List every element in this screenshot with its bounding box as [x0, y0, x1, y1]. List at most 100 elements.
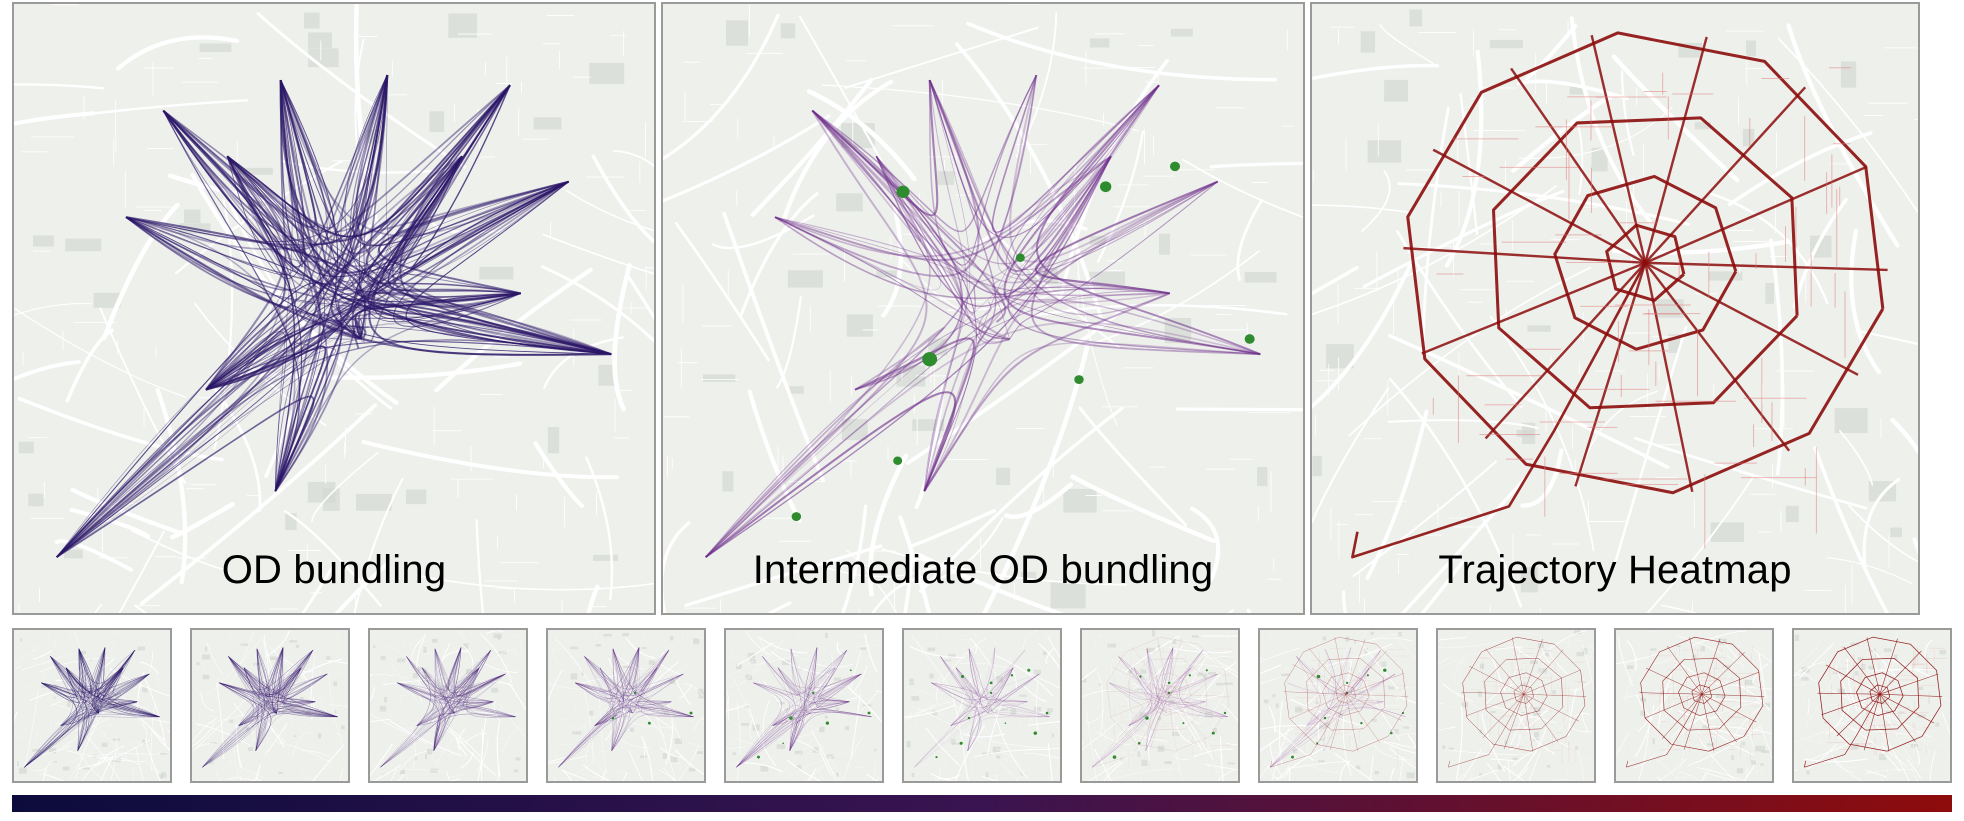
map-road: [459, 633, 472, 652]
od-flow-curve: [631, 701, 694, 718]
map-road: [584, 726, 607, 781]
map-blocks: [196, 640, 345, 774]
map-block: [674, 738, 682, 745]
map-road: [152, 730, 170, 751]
od-flow-curve: [205, 345, 327, 492]
map-road: [1456, 772, 1466, 781]
od-flow-curve: [762, 656, 836, 693]
map-block: [1890, 527, 1902, 538]
map-block: [1544, 649, 1550, 657]
od-flow-curve: [255, 647, 284, 751]
od-flow-curve: [1306, 650, 1381, 726]
map-block: [142, 739, 147, 744]
od-flow-curve: [56, 276, 367, 558]
map-block: [735, 664, 742, 670]
od-flow-curve: [641, 673, 694, 718]
radial-road-trace: [1345, 694, 1402, 721]
radial-road-trace: [1701, 693, 1757, 723]
map-block: [996, 676, 1004, 683]
od-flow-curve: [355, 74, 612, 356]
map-block: [1490, 710, 1496, 714]
ring-road-trace: [1462, 636, 1586, 752]
map-road: [1398, 733, 1416, 736]
map-block: [1380, 661, 1387, 667]
map-road: [1799, 668, 1816, 682]
od-flow-curve: [611, 673, 684, 751]
map-block: [1832, 671, 1841, 675]
od-flow-curve: [205, 331, 287, 492]
map-road: [339, 768, 344, 781]
map-road: [1510, 681, 1544, 745]
map-road: [1455, 705, 1463, 780]
map-road: [1070, 474, 1216, 543]
map-road: [574, 687, 636, 733]
map-road: [1466, 769, 1499, 781]
map-road: [1577, 749, 1584, 781]
map-block: [289, 640, 298, 643]
map-block: [1898, 711, 1905, 714]
od-flow-curve: [93, 647, 138, 706]
map-block: [1574, 630, 1581, 635]
map-road: [70, 487, 182, 535]
radial-road-trace: [1510, 67, 1647, 264]
map-road: [1582, 710, 1589, 732]
map-block: [641, 647, 647, 649]
od-flow-curve: [774, 216, 1022, 327]
map-block: [1675, 644, 1681, 647]
map-road: [1486, 762, 1501, 781]
map-road: [973, 674, 981, 730]
map-block: [688, 767, 696, 772]
map-road: [240, 766, 270, 781]
map-road: [1876, 706, 1932, 738]
map-road: [264, 723, 288, 756]
map-road: [436, 726, 468, 766]
intermediate-node: [633, 691, 637, 695]
map-road: [155, 387, 188, 585]
map-road: [1858, 692, 1870, 749]
ring-road-trace: [1491, 116, 1799, 410]
map-road: [1103, 759, 1127, 781]
od-flow-curve: [990, 673, 1040, 712]
panel-label-trajectory-heatmap: Trajectory Heatmap: [1438, 548, 1792, 592]
map-block: [752, 724, 760, 731]
map-block: [406, 489, 427, 505]
map-road: [1360, 170, 1391, 233]
map-road: [591, 154, 654, 244]
map-block: [1879, 753, 1887, 761]
map-block: [1389, 729, 1399, 734]
map-road: [1200, 687, 1226, 723]
map-block: [28, 493, 44, 507]
map-block: [1339, 713, 1344, 720]
map-road: [1512, 766, 1529, 781]
transition-thumbnail-map: [1260, 630, 1416, 781]
map-road: [1226, 743, 1238, 746]
map-road: [966, 21, 1277, 82]
map-road: [1438, 649, 1488, 670]
map-road: [411, 726, 416, 769]
map-road: [1011, 669, 1018, 690]
transition-thumbnail: [368, 628, 528, 783]
map-block: [497, 635, 501, 640]
radial-road-trace: [1523, 638, 1543, 695]
od-flow-curve: [811, 110, 1010, 340]
map-block: [826, 754, 835, 759]
map-block: [698, 691, 704, 699]
map-road: [1099, 762, 1121, 781]
map-block: [1128, 667, 1133, 674]
map-block: [1716, 694, 1725, 700]
map-block: [547, 427, 560, 454]
map-road: [1312, 387, 1390, 525]
od-flow-curve: [60, 708, 99, 726]
od-flow-curve: [125, 216, 367, 340]
radial-road-trace: [1167, 694, 1224, 720]
ring-road-trace: [1513, 684, 1534, 704]
map-block: [465, 668, 473, 675]
map-block: [1537, 643, 1544, 648]
map-block: [836, 772, 839, 777]
od-flow-curve: [125, 80, 306, 291]
od-flow-curve: [202, 682, 263, 768]
radial-road-trace: [1879, 673, 1939, 695]
map-road: [1848, 504, 1918, 563]
map-block: [1020, 571, 1037, 580]
map-road: [1352, 700, 1402, 706]
